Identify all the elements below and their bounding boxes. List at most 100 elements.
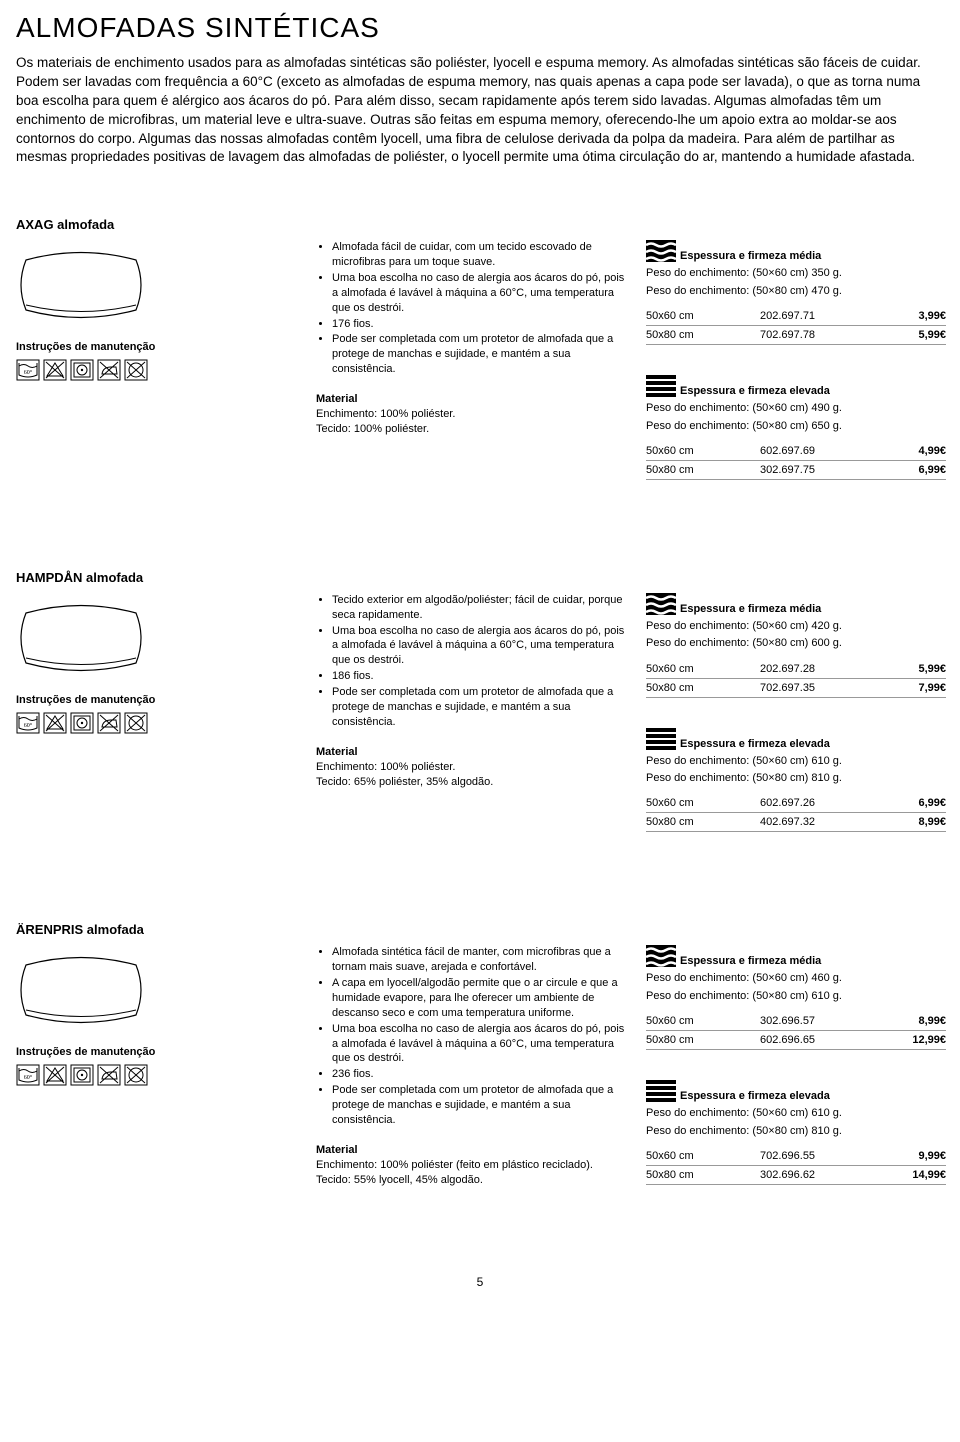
price-cell: 6,99€ (874, 460, 946, 479)
page-number: 5 (16, 1275, 944, 1289)
bullet-item: Uma boa escolha no caso de alergia aos á… (332, 271, 626, 316)
art-cell: 202.697.71 (760, 307, 874, 326)
firmness-title: Espessura e firmeza média (680, 250, 821, 262)
price-cell: 14,99€ (874, 1166, 946, 1185)
product-title: HAMPDÅN almofada (16, 570, 944, 585)
material-heading: Material (316, 393, 626, 405)
bullet-list: Tecido exterior em algodão/poliéster; fá… (316, 593, 626, 730)
firm-medium-icon (646, 593, 676, 615)
pillow-icon (16, 240, 146, 330)
table-row: 50x60 cm 702.696.55 9,99€ (646, 1147, 946, 1166)
firmness-title: Espessura e firmeza média (680, 603, 821, 615)
size-cell: 50x60 cm (646, 307, 760, 326)
size-cell: 50x60 cm (646, 1147, 760, 1166)
bullet-item: 236 fios. (332, 1067, 626, 1082)
product-title: ÄRENPRIS almofada (16, 922, 944, 937)
pillow-icon (16, 945, 146, 1035)
firm-high-icon (646, 375, 676, 397)
table-row: 50x60 cm 202.697.28 5,99€ (646, 660, 946, 679)
table-row: 50x80 cm 402.697.32 8,99€ (646, 813, 946, 832)
bullet-item: Uma boa escolha no caso de alergia aos á… (332, 624, 626, 669)
variant-block: Espessura e firmeza elevada Peso do ench… (646, 375, 946, 480)
variant-block: Espessura e firmeza elevada Peso do ench… (646, 728, 946, 833)
size-cell: 50x80 cm (646, 326, 760, 345)
care-tumble-icon (70, 1064, 94, 1086)
care-nodry-icon (124, 1064, 148, 1086)
material-line: Tecido: 55% lyocell, 45% algodão. (316, 1173, 626, 1188)
bullet-item: Tecido exterior em algodão/poliéster; fá… (332, 593, 626, 623)
product-block: HAMPDÅN almofada Instruções de manutençã… (16, 570, 944, 863)
art-cell: 702.697.35 (760, 678, 874, 697)
variant-block: Espessura e firmeza média Peso do enchim… (646, 240, 946, 345)
bullet-list: Almofada sintética fácil de manter, com … (316, 945, 626, 1127)
table-row: 50x80 cm 702.697.78 5,99€ (646, 326, 946, 345)
variant-block: Espessura e firmeza elevada Peso do ench… (646, 1080, 946, 1185)
size-cell: 50x60 cm (646, 442, 760, 461)
size-cell: 50x80 cm (646, 1166, 760, 1185)
care-tumble-icon (70, 712, 94, 734)
weight-line: Peso do enchimento: (50×60 cm) 420 g. (646, 619, 946, 634)
firmness-title: Espessura e firmeza elevada (680, 738, 830, 750)
care-nobleach-icon (43, 712, 67, 734)
art-cell: 702.697.78 (760, 326, 874, 345)
weight-line: Peso do enchimento: (50×60 cm) 490 g. (646, 401, 946, 416)
price-cell: 5,99€ (874, 326, 946, 345)
material-heading: Material (316, 746, 626, 758)
bullet-item: Pode ser completada com um protetor de a… (332, 332, 626, 377)
price-table: 50x60 cm 702.696.55 9,99€ 50x80 cm 302.6… (646, 1147, 946, 1185)
firmness-title: Espessura e firmeza elevada (680, 385, 830, 397)
bullet-list: Almofada fácil de cuidar, com um tecido … (316, 240, 626, 377)
size-cell: 50x60 cm (646, 660, 760, 679)
bullet-item: A capa em lyocell/algodão permite que o … (332, 976, 626, 1021)
care-icons (16, 712, 296, 734)
material-line: Enchimento: 100% poliéster. (316, 407, 626, 422)
care-label: Instruções de manutenção (16, 694, 296, 706)
material-line: Tecido: 65% poliéster, 35% algodão. (316, 775, 626, 790)
care-noiron-icon (97, 359, 121, 381)
firmness-title: Espessura e firmeza média (680, 955, 821, 967)
product-block: ÄRENPRIS almofada Instruções de manutenç… (16, 922, 944, 1215)
art-cell: 202.697.28 (760, 660, 874, 679)
art-cell: 402.697.32 (760, 813, 874, 832)
care-icons (16, 1064, 296, 1086)
care-icons (16, 359, 296, 381)
table-row: 50x80 cm 702.697.35 7,99€ (646, 678, 946, 697)
art-cell: 702.696.55 (760, 1147, 874, 1166)
table-row: 50x60 cm 602.697.69 4,99€ (646, 442, 946, 461)
price-cell: 12,99€ (874, 1031, 946, 1050)
size-cell: 50x80 cm (646, 1031, 760, 1050)
size-cell: 50x60 cm (646, 1012, 760, 1031)
firm-high-icon (646, 728, 676, 750)
table-row: 50x60 cm 602.697.26 6,99€ (646, 794, 946, 813)
bullet-item: Almofada fácil de cuidar, com um tecido … (332, 240, 626, 270)
price-cell: 8,99€ (874, 1012, 946, 1031)
bullet-item: Pode ser completada com um protetor de a… (332, 1083, 626, 1128)
price-cell: 9,99€ (874, 1147, 946, 1166)
bullet-item: Almofada sintética fácil de manter, com … (332, 945, 626, 975)
weight-line: Peso do enchimento: (50×60 cm) 610 g. (646, 1106, 946, 1121)
weight-line: Peso do enchimento: (50×80 cm) 810 g. (646, 1124, 946, 1139)
product-title: AXAG almofada (16, 217, 944, 232)
firm-medium-icon (646, 240, 676, 262)
price-cell: 6,99€ (874, 794, 946, 813)
table-row: 50x60 cm 302.696.57 8,99€ (646, 1012, 946, 1031)
bullet-item: Uma boa escolha no caso de alergia aos á… (332, 1022, 626, 1067)
product-block: AXAG almofada Instruções de manutenção A… (16, 217, 944, 510)
price-table: 50x60 cm 202.697.28 5,99€ 50x80 cm 702.6… (646, 660, 946, 698)
material-line: Enchimento: 100% poliéster. (316, 760, 626, 775)
price-cell: 3,99€ (874, 307, 946, 326)
care-nodry-icon (124, 359, 148, 381)
weight-line: Peso do enchimento: (50×80 cm) 650 g. (646, 419, 946, 434)
care-tumble-icon (70, 359, 94, 381)
weight-line: Peso do enchimento: (50×60 cm) 610 g. (646, 754, 946, 769)
table-row: 50x60 cm 202.697.71 3,99€ (646, 307, 946, 326)
care-noiron-icon (97, 712, 121, 734)
care-wash-icon (16, 712, 40, 734)
size-cell: 50x60 cm (646, 794, 760, 813)
weight-line: Peso do enchimento: (50×60 cm) 350 g. (646, 266, 946, 281)
intro-text: Os materiais de enchimento usados para a… (16, 54, 944, 167)
firm-high-icon (646, 1080, 676, 1102)
price-cell: 5,99€ (874, 660, 946, 679)
care-wash-icon (16, 359, 40, 381)
art-cell: 302.697.75 (760, 460, 874, 479)
